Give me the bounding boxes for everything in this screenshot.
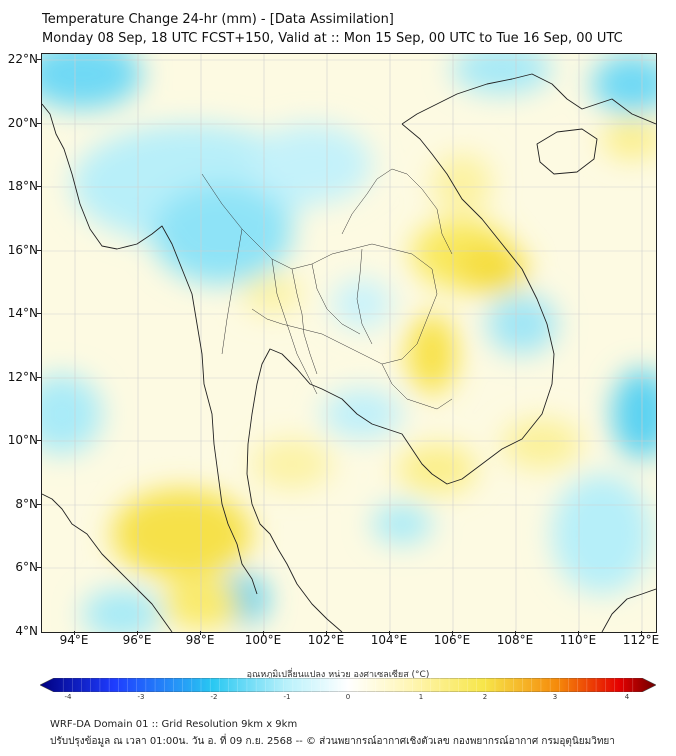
footer-model-info: WRF-DA Domain 01 :: Grid Resolution 9km … xyxy=(50,719,298,730)
colorbar-tick: -4 xyxy=(64,693,72,701)
lat-label-22n: 22°N xyxy=(7,52,38,66)
lon-tick xyxy=(200,631,201,635)
colorbar-tick: 0 xyxy=(345,693,351,701)
colorbar xyxy=(40,678,656,692)
lat-tick xyxy=(37,504,41,505)
lon-tick xyxy=(389,631,390,635)
graticule xyxy=(42,54,656,632)
lon-label-94e: 94°E xyxy=(59,633,89,647)
coastlines xyxy=(42,73,656,632)
colorbar-tick: -2 xyxy=(210,693,218,701)
lat-tick xyxy=(37,250,41,251)
lat-tick xyxy=(37,59,41,60)
lon-label-106e: 106°E xyxy=(433,633,471,647)
lon-label-112e: 112°E xyxy=(622,633,660,647)
lat-tick xyxy=(37,567,41,568)
colorbar-tick: 1 xyxy=(418,693,424,701)
lon-label-100e: 100°E xyxy=(244,633,282,647)
lat-tick xyxy=(37,440,41,441)
temperature-change-map xyxy=(41,53,657,633)
lon-label-104e: 104°E xyxy=(370,633,408,647)
lat-tick xyxy=(37,186,41,187)
lat-label-4n: 4°N xyxy=(15,624,38,638)
lat-label-20n: 20°N xyxy=(7,116,38,130)
lat-tick xyxy=(37,377,41,378)
colorbar-tick: 4 xyxy=(624,693,630,701)
colorbar-tick: 2 xyxy=(482,693,488,701)
map-title: Temperature Change 24-hr (mm) - [Data As… xyxy=(42,12,394,27)
lat-label-12n: 12°N xyxy=(7,370,38,384)
colorbar-tick: 3 xyxy=(552,693,558,701)
colorbar-tick: -1 xyxy=(283,693,291,701)
colorbar-fill xyxy=(40,678,656,692)
lat-label-16n: 16°N xyxy=(7,243,38,257)
lon-tick xyxy=(137,631,138,635)
footer-credit: ปรับปรุงข้อมูล ณ เวลา 01:00น. วัน อ. ที่… xyxy=(50,736,615,747)
lon-label-102e: 102°E xyxy=(307,633,345,647)
lon-tick xyxy=(515,631,516,635)
lon-label-96e: 96°E xyxy=(122,633,152,647)
lon-tick xyxy=(452,631,453,635)
lon-tick xyxy=(641,631,642,635)
lat-tick xyxy=(37,123,41,124)
lat-label-10n: 10°N xyxy=(7,433,38,447)
lon-tick xyxy=(326,631,327,635)
lon-tick xyxy=(263,631,264,635)
lat-label-6n: 6°N xyxy=(15,560,38,574)
lon-label-110e: 110°E xyxy=(559,633,597,647)
map-canvas xyxy=(42,54,656,632)
lon-label-98e: 98°E xyxy=(185,633,215,647)
borders xyxy=(201,168,453,410)
lat-tick xyxy=(37,313,41,314)
lat-label-8n: 8°N xyxy=(15,497,38,511)
map-subtitle: Monday 08 Sep, 18 UTC FCST+150, Valid at… xyxy=(42,31,623,46)
colorbar-tick: -3 xyxy=(137,693,145,701)
lon-tick xyxy=(578,631,579,635)
lon-label-108e: 108°E xyxy=(496,633,534,647)
lat-label-14n: 14°N xyxy=(7,306,38,320)
lon-tick xyxy=(74,631,75,635)
colorbar-title: อุณหภูมิเปลี่ยนแปลง หน่วย องศาเซลเซียส (… xyxy=(246,670,430,680)
lat-label-18n: 18°N xyxy=(7,179,38,193)
temperature-field xyxy=(42,54,656,632)
